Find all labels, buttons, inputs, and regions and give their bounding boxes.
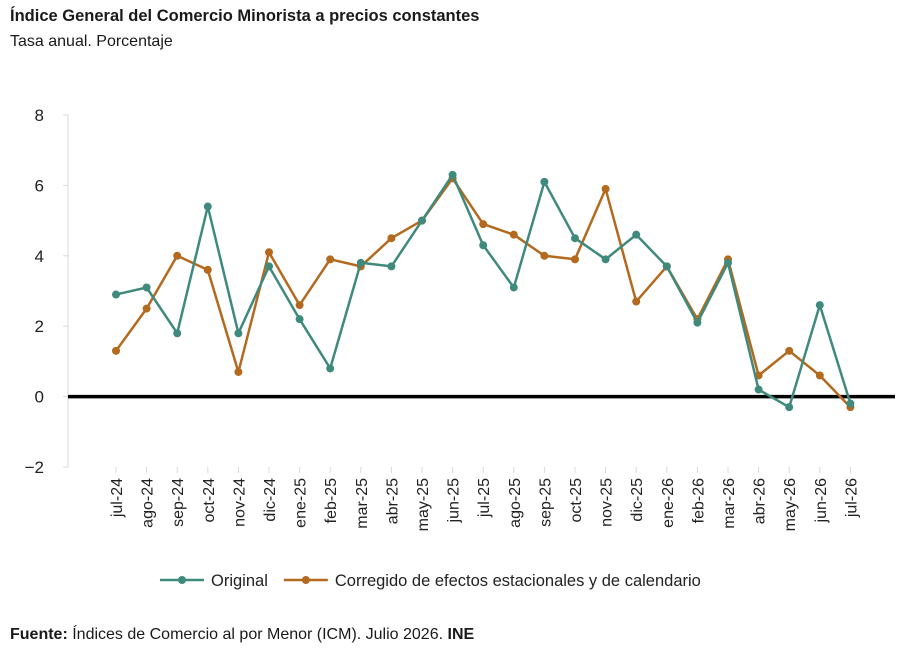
source-text: Índices de Comercio al por Menor (ICM). …: [67, 626, 448, 643]
data-point: [540, 177, 549, 186]
legend-label: Corregido de efectos estacionales y de c…: [335, 572, 701, 590]
data-point: [693, 318, 702, 327]
x-tick-label: ago-25: [507, 478, 524, 528]
x-tick-label: oct-25: [568, 478, 585, 523]
data-point: [173, 329, 182, 338]
data-point: [387, 234, 396, 243]
x-tick-label: ene-25: [293, 478, 310, 528]
x-tick-label: jul-26: [843, 478, 860, 518]
data-point: [754, 385, 763, 394]
x-tick-label: feb-26: [690, 478, 707, 523]
data-point: [632, 297, 641, 306]
data-point: [112, 290, 120, 299]
x-tick-label: jun-25: [446, 478, 463, 524]
data-point: [571, 234, 579, 243]
y-tick-label: 8: [35, 106, 44, 125]
data-point: [295, 315, 304, 324]
data-point: [173, 251, 182, 260]
chart-title: Índice General del Comercio Minorista a …: [10, 7, 480, 25]
data-point: [203, 265, 212, 274]
data-point: [540, 251, 549, 260]
data-point: [479, 241, 488, 250]
x-tick-label: mar-25: [354, 478, 371, 529]
data-point: [632, 230, 641, 239]
data-point: [265, 248, 273, 257]
chart-subtitle: Tasa anual. Porcentaje: [10, 33, 173, 50]
data-point: [326, 364, 335, 373]
series-line-original: [115, 173, 852, 409]
data-point: [234, 329, 243, 338]
legend-label: Original: [211, 572, 268, 590]
data-point: [815, 371, 824, 380]
data-point: [418, 216, 426, 225]
data-point: [265, 262, 273, 271]
x-tick-label: mar-26: [721, 478, 738, 529]
data-point: [571, 255, 579, 264]
data-point: [662, 262, 671, 271]
data-point: [815, 301, 824, 310]
data-point: [326, 255, 335, 264]
y-tick-label: 0: [35, 388, 44, 407]
data-point: [387, 262, 396, 271]
data-point: [509, 230, 518, 239]
data-point: [448, 170, 457, 179]
x-tick-label: nov-24: [231, 478, 248, 527]
data-point: [142, 304, 151, 313]
legend-swatch-marker: [301, 576, 310, 584]
data-point: [785, 403, 794, 412]
x-tick-label: jul-25: [476, 478, 493, 518]
data-point: [601, 184, 610, 193]
source-note: Fuente: Índices de Comercio al por Menor…: [10, 626, 474, 644]
data-point: [509, 283, 518, 292]
x-tick-label: dic-25: [629, 478, 646, 522]
x-tick-label: may-26: [782, 478, 799, 531]
x-tick-label: nov-25: [599, 478, 616, 527]
data-point: [295, 301, 304, 310]
x-tick-label: ene-26: [660, 478, 677, 528]
data-point: [112, 346, 120, 355]
x-tick-label: abr-25: [384, 478, 401, 524]
y-tick-label: 4: [35, 247, 44, 266]
data-point: [356, 258, 365, 267]
y-tick-label: 2: [35, 317, 44, 336]
data-point: [234, 367, 243, 376]
x-tick-label: dic-24: [262, 478, 279, 522]
data-point: [479, 220, 488, 229]
data-point: [601, 255, 610, 264]
y-tick-label: 6: [35, 176, 44, 195]
data-point: [846, 399, 855, 408]
source-label: Fuente:: [10, 626, 68, 643]
x-tick-label: jul-24: [109, 478, 126, 518]
x-tick-label: sep-25: [537, 478, 554, 527]
x-tick-label: ago-24: [140, 478, 157, 528]
series-line-corregido: [114, 177, 852, 409]
y-tick-label: −2: [25, 458, 44, 477]
x-tick-label: sep-24: [170, 478, 187, 527]
x-tick-label: abr-26: [752, 478, 769, 524]
data-point: [785, 346, 794, 355]
source-org: INE: [447, 626, 475, 643]
legend-swatch-marker: [178, 576, 186, 584]
x-tick-label: oct-24: [201, 478, 218, 523]
data-point: [203, 202, 212, 211]
data-point: [724, 258, 732, 267]
x-tick-label: may-25: [415, 478, 432, 531]
data-point: [142, 283, 151, 292]
x-tick-label: feb-25: [323, 478, 340, 523]
x-tick-label: jun-26: [813, 478, 830, 524]
